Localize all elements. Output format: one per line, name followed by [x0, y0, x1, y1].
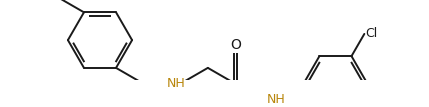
Text: NH: NH: [166, 77, 185, 90]
Text: NH: NH: [266, 93, 285, 106]
Text: O: O: [230, 38, 241, 52]
Text: Cl: Cl: [365, 27, 377, 40]
